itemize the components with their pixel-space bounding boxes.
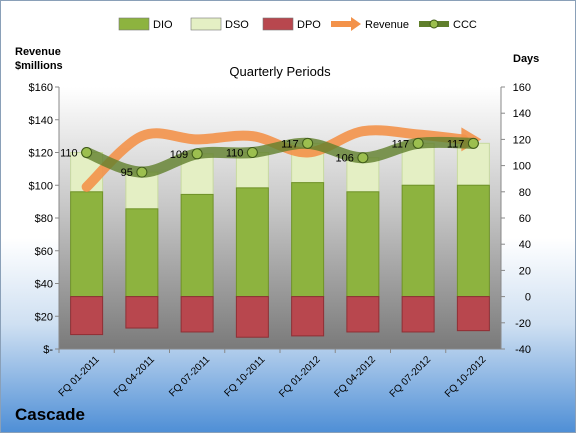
left-tick-label: $140 [29,115,53,127]
ccc-point [302,137,314,149]
left-tick-label: $120 [29,148,53,160]
right-tick-label: 0 [525,292,531,304]
ccc-data-label: 106 [336,153,354,165]
left-axis-title: Revenue $millions [15,45,63,73]
x-tick-label: FQ 01-2011 [57,354,102,399]
dio-bar [346,191,380,298]
ccc-data-label: 95 [121,167,133,179]
legend-dpo-label: DPO [297,19,321,31]
ccc-data-label: 117 [392,138,410,150]
legend-ccc-label: CCC [453,19,477,31]
left-tick-label: $- [43,344,53,356]
legend-dso-swatch [190,17,222,31]
company-name: Cascade [15,405,85,424]
dio-bar [456,184,490,298]
legend-revenue-label: Revenue [365,19,409,31]
dio-bar [70,191,104,298]
right-tick-label: 160 [513,82,531,94]
right-tick-label: -20 [515,318,531,330]
right-tick-label: 120 [513,134,531,146]
dpo-bar [346,296,380,333]
ccc-data-label: 110 [60,148,78,160]
right-tick-label: 140 [513,108,531,120]
right-tick-label: 60 [519,213,531,225]
left-tick-label: $40 [35,279,53,291]
right-tick-label: 20 [519,265,531,277]
dpo-bar [235,296,269,338]
x-tick-label: FQ 04-2012 [332,354,378,400]
right-tick-label: 40 [519,239,531,251]
left-axis-title-line1: Revenue [15,46,61,58]
dso-bar [125,171,159,210]
ccc-data-label: 109 [170,149,188,161]
dpo-bar [70,296,104,336]
ccc-data-label: 117 [447,138,465,150]
legend-dso-label: DSO [225,19,249,31]
left-tick-label: $160 [29,82,53,94]
ccc-data-label: 117 [281,138,299,150]
ccc-point [81,147,93,158]
dpo-bar [291,296,325,337]
left-tick-label: $20 [35,311,53,323]
dio-bar [180,193,214,298]
left-tick-label: $80 [35,213,53,225]
left-tick-label: $100 [29,180,53,192]
dio-bar [291,182,325,298]
ccc-point [412,137,424,149]
chart-title: Quarterly Periods [229,64,331,79]
x-tick-label: FQ 07-2011 [167,354,212,399]
right-tick-label: -40 [515,344,531,356]
right-tick-label: 100 [513,161,531,173]
x-tick-label: FQ 01-2012 [277,354,323,400]
ccc-point [467,137,479,149]
ccc-point [246,147,258,158]
x-tick-label: FQ 07-2012 [388,354,434,400]
ccc-point [191,148,203,160]
ccc-point [357,152,369,164]
x-tick-label: FQ 10-2011 [222,354,267,399]
ccc-point [136,166,148,178]
dpo-bar [180,296,214,333]
legend-dpo-swatch [262,17,294,31]
legend-ccc-marker [429,19,439,29]
dso-bar [346,157,380,193]
right-axis-title: Days [513,53,540,65]
legend-dio-label: DIO [153,19,173,31]
dpo-bar [125,296,159,329]
dio-bar [125,208,159,298]
x-tick-label: FQ 10-2012 [443,354,489,400]
legend-revenue-arrow [351,17,361,31]
legend-dio-swatch [118,17,150,31]
left-axis-title-line2: $millions [15,60,63,72]
dio-bar [235,187,269,298]
left-tick-label: $60 [35,246,53,258]
right-tick-label: 80 [519,187,531,199]
ccc-data-label: 110 [226,148,244,160]
dio-bar [401,184,435,298]
x-tick-label: FQ 04-2011 [112,354,157,399]
plot-area [59,87,501,349]
dpo-bar [456,296,490,332]
dpo-bar [401,296,435,333]
